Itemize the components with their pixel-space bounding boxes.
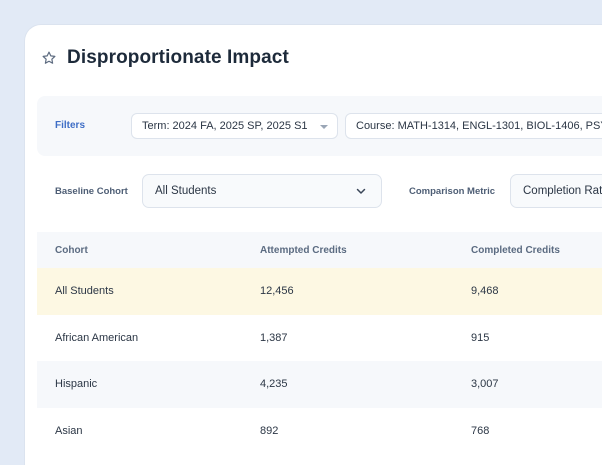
chevron-down-icon — [355, 185, 367, 197]
filters-label: Filters — [55, 120, 86, 131]
course-select[interactable]: Course: MATH-1314, ENGL-1301, BIOL-1406,… — [345, 113, 602, 139]
star-icon[interactable] — [41, 50, 57, 66]
cell-completed-credits: 915 — [471, 331, 490, 344]
cell-attempted-credits: 12,456 — [260, 285, 294, 298]
term-select-value: Term: 2024 FA, 2025 SP, 2025 S1 — [142, 120, 308, 132]
comparison-metric-select[interactable]: Completion Rate — [510, 174, 602, 208]
table-row[interactable]: All Students 12,456 9,468 — [37, 268, 602, 315]
baseline-cohort-select[interactable]: All Students — [142, 174, 382, 208]
main-card: Disproportionate Impact Filters Term: 20… — [25, 25, 602, 465]
table-row[interactable]: Hispanic 4,235 3,007 — [37, 361, 602, 408]
cell-cohort: African American — [55, 331, 139, 344]
baseline-cohort-value: All Students — [155, 185, 217, 197]
cell-cohort: Asian — [55, 424, 83, 437]
comparison-metric-value: Completion Rate — [523, 185, 602, 197]
cohort-table: Cohort Attempted Credits Completed Credi… — [37, 232, 602, 454]
cell-completed-credits: 9,468 — [471, 285, 499, 298]
column-header-cohort[interactable]: Cohort — [55, 244, 88, 256]
cell-completed-credits: 768 — [471, 424, 490, 437]
table-header: Cohort Attempted Credits Completed Credi… — [37, 232, 602, 268]
term-select[interactable]: Term: 2024 FA, 2025 SP, 2025 S1 — [131, 113, 338, 139]
cell-attempted-credits: 1,387 — [260, 331, 288, 344]
filters-bar: Filters Term: 2024 FA, 2025 SP, 2025 S1 … — [37, 96, 602, 156]
table-row[interactable]: African American 1,387 915 — [37, 315, 602, 362]
column-header-attempted-credits[interactable]: Attempted Credits — [260, 244, 347, 256]
cell-attempted-credits: 4,235 — [260, 378, 288, 391]
cell-cohort: All Students — [55, 285, 114, 298]
baseline-cohort-label: Baseline Cohort — [55, 186, 128, 197]
cell-cohort: Hispanic — [55, 378, 98, 391]
course-select-value: Course: MATH-1314, ENGL-1301, BIOL-1406,… — [356, 120, 602, 132]
caret-down-icon — [320, 125, 328, 129]
column-header-completed-credits[interactable]: Completed Credits — [471, 244, 560, 256]
cell-attempted-credits: 892 — [260, 424, 279, 437]
comparison-metric-label: Comparison Metric — [409, 186, 496, 197]
cell-completed-credits: 3,007 — [471, 378, 499, 391]
table-row[interactable]: Asian 892 768 — [37, 408, 602, 455]
page-title: Disproportionate Impact — [67, 47, 289, 68]
page-header: Disproportionate Impact — [41, 47, 289, 69]
